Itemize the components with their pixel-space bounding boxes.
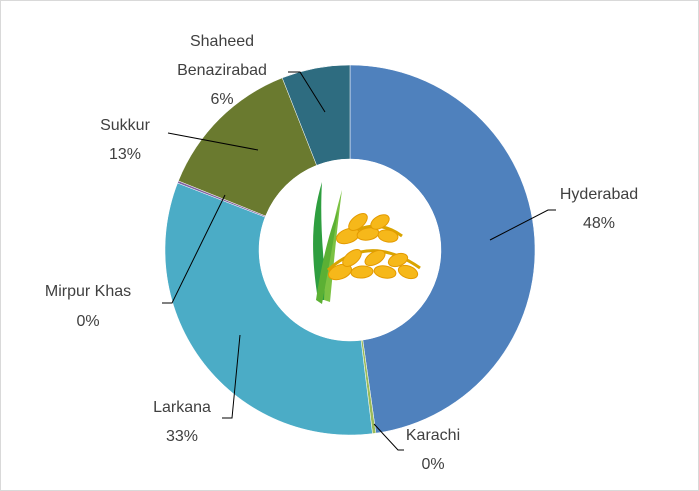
value-label: 0% (421, 456, 444, 473)
rice-icon (313, 182, 421, 304)
leader-line (162, 194, 226, 304)
value-label: 33% (166, 428, 198, 445)
leader-line (288, 71, 326, 113)
category-label: Larkana (153, 399, 211, 416)
labels: Hyderabad 48% Karachi 0% Larkana 33% Mirpur Kh… (45, 33, 638, 473)
category-label: Shaheed Benazirabad (177, 33, 267, 79)
donut-hole (259, 159, 441, 341)
value-label: 13% (109, 146, 141, 163)
leader-line (373, 423, 404, 451)
value-label: 6% (210, 91, 233, 108)
leader-line (222, 334, 241, 419)
donut (164, 64, 536, 436)
category-label: Karachi (406, 427, 460, 444)
leader-line (167, 132, 259, 151)
category-label: Hyderabad (560, 186, 638, 203)
value-label: 48% (583, 215, 615, 232)
category-label: Sukkur (100, 117, 150, 134)
value-label: 0% (76, 313, 99, 330)
leader-line (489, 209, 556, 241)
category-label: Mirpur Khas (45, 283, 131, 300)
